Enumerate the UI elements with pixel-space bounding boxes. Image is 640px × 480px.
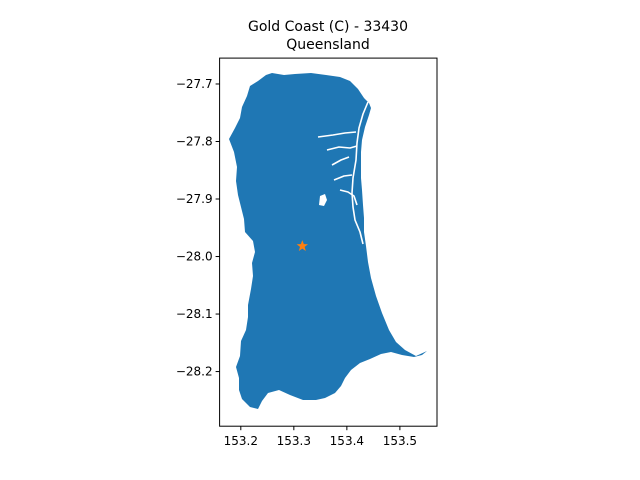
y-tick-label: −28.2 [176,365,213,379]
river-inlet-3 [331,156,350,166]
x-tick-label: 153.3 [277,434,311,448]
river-inlet-4 [333,174,353,181]
centroid-star-marker [296,240,309,251]
x-tick-label: 153.5 [383,434,417,448]
lake-patch [319,194,327,206]
x-tick-label: 153.4 [330,434,364,448]
y-tick-label: −28.0 [176,250,213,264]
river-inlet-5 [339,189,358,206]
y-tick-label: −27.8 [176,134,213,148]
x-axis: 153.2 153.3 153.4 153.5 [224,426,417,448]
y-tick-label: −27.9 [176,192,213,206]
chart-subtitle: Queensland [286,37,370,53]
river-inlet-1 [317,131,357,138]
plot-area [229,73,427,409]
chart-title: Gold Coast (C) - 33430 [248,19,408,35]
axes-frame [219,57,438,427]
gold-coast-region [229,73,427,409]
y-axis: −27.7 −27.8 −27.9 −28.0 −28.1 −28.2 [176,77,220,379]
river-inlet-2 [326,145,358,151]
broadwater-channel [351,101,369,245]
x-tick-label: 153.2 [224,434,258,448]
river-channels [317,101,369,245]
y-tick-label: −27.7 [176,77,213,91]
y-tick-label: −28.1 [176,307,213,321]
